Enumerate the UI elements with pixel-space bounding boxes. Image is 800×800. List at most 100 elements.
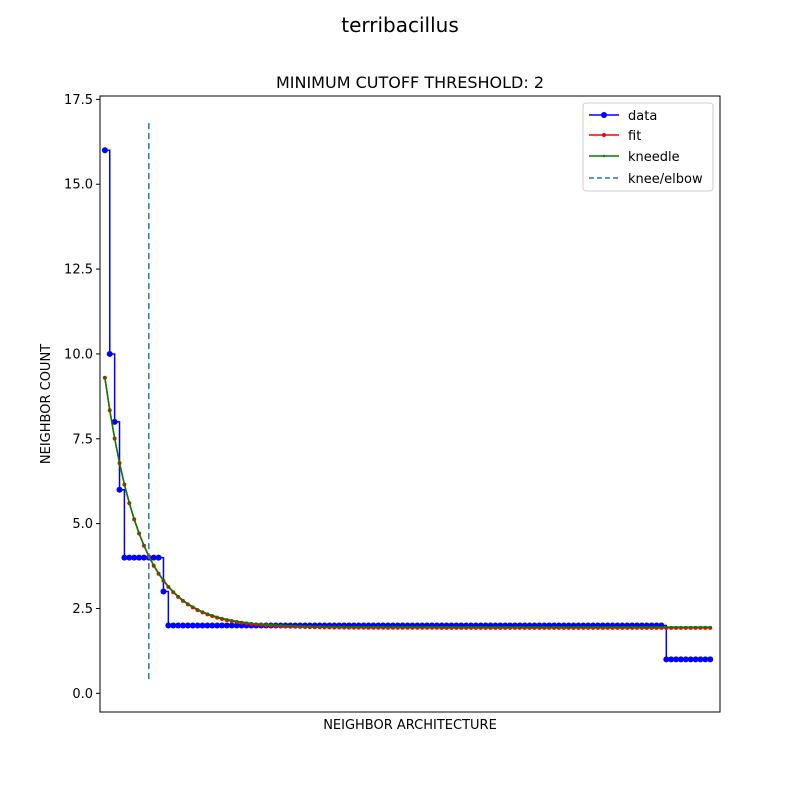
kneedle-point [586, 625, 590, 629]
data-point [106, 350, 113, 357]
data-point [677, 656, 684, 663]
kneedle-point [328, 625, 331, 628]
kneedle-point [347, 625, 351, 629]
legend: data fit kneedle knee/elbow [582, 102, 714, 192]
data-point [214, 622, 221, 629]
kneedle-point [274, 624, 277, 627]
data-point [697, 656, 704, 663]
kneedle-point [362, 625, 365, 629]
kneedle-point [650, 625, 653, 629]
kneedle-point [196, 608, 199, 611]
kneedle-point [172, 590, 175, 593]
kneedle-point [206, 612, 209, 615]
kneedle-point [289, 624, 292, 628]
data-point [189, 622, 196, 629]
data-point [209, 622, 216, 629]
kneedle-point [572, 625, 575, 629]
data-point [682, 656, 689, 663]
data-series-line [104, 149, 711, 661]
kneedle-point [342, 625, 346, 629]
kneedle-point [128, 501, 131, 505]
data-point [111, 418, 118, 425]
x-axis-label: NEIGHBOR ARCHITECTURE [323, 718, 497, 733]
y-tick-label: 15.0 [64, 178, 93, 193]
kneedle-point [386, 625, 390, 629]
data-point [707, 656, 714, 663]
legend-marker-fit [602, 133, 606, 137]
y-tick-label: 0.0 [72, 687, 93, 702]
kneedle-point [582, 625, 585, 629]
kneedle-point [357, 625, 360, 629]
kneedle-point [264, 623, 268, 626]
kneedle-point [479, 625, 482, 629]
data-point [184, 622, 191, 629]
kneedle-point [176, 595, 180, 598]
legend-label-data: data [628, 109, 657, 124]
data-point [673, 656, 680, 663]
kneedle-point [250, 622, 253, 625]
kneedle-point [430, 625, 434, 629]
data-point [233, 622, 240, 629]
kneedle-point [606, 625, 609, 629]
y-axis-label: NEIGHBOR COUNT [39, 344, 54, 464]
kneedle-point [303, 625, 307, 628]
data-point [179, 622, 186, 629]
kneedle-point [455, 625, 458, 629]
kneedle-point [211, 614, 214, 617]
kneedle-point [567, 625, 570, 629]
kneedle-point [137, 531, 141, 535]
kneedle-point [367, 625, 370, 629]
data-point [165, 622, 172, 629]
kneedle-point [333, 625, 336, 628]
kneedle-point [523, 625, 526, 629]
kneedle-point [489, 625, 492, 629]
kneedle-point [655, 625, 658, 629]
kneedle-point [372, 625, 375, 629]
kneedle-point [679, 625, 683, 629]
kneedle-point [259, 623, 263, 626]
data-point [204, 622, 211, 629]
kneedle-point [186, 602, 190, 605]
kneedle-point [108, 408, 111, 412]
y-axis: 0.0 2.5 5.0 7.5 10.0 12.5 15.0 17.5 [64, 93, 100, 702]
chart-title: MINIMUM CUTOFF THRESHOLD: 2 [276, 73, 544, 92]
kneedle-point [538, 625, 541, 629]
kneedle-point [494, 625, 497, 629]
kneedle-point [630, 625, 634, 629]
plot-layer [101, 123, 714, 684]
kneedle-point [435, 625, 439, 629]
kneedle-point [674, 625, 678, 629]
legend-marker-kneedle [602, 154, 606, 158]
kneedle-point [689, 625, 692, 629]
kneedle-point [562, 625, 565, 629]
data-point [131, 554, 138, 561]
kneedle-point [391, 625, 395, 629]
kneedle-point [401, 625, 404, 629]
data-point [160, 588, 167, 595]
data-point [692, 656, 699, 663]
kneedle-point [298, 625, 302, 628]
data-point [150, 554, 157, 561]
kneedle-point [503, 625, 507, 629]
kneedle-point [201, 610, 204, 613]
data-point [199, 622, 206, 629]
kneedle-point [425, 625, 429, 629]
kneedle-point [611, 625, 614, 629]
y-tick-label: 17.5 [64, 93, 93, 108]
kneedle-point [162, 579, 165, 582]
kneedle-point [543, 625, 546, 629]
legend-marker-data [601, 112, 607, 118]
kneedle-point [640, 625, 644, 629]
kneedle-point [167, 585, 170, 588]
legend-box [582, 102, 714, 192]
kneedle-point [279, 624, 282, 627]
kneedle-point [547, 625, 551, 629]
fit-series-line [104, 377, 711, 629]
kneedle-point [513, 625, 517, 629]
kneedle-point [113, 437, 116, 440]
kneedle-point [469, 625, 473, 629]
kneedle-point [215, 615, 219, 619]
kneedle-point [323, 625, 326, 628]
kneedle-point [635, 625, 639, 629]
kneedle-point [230, 619, 234, 622]
